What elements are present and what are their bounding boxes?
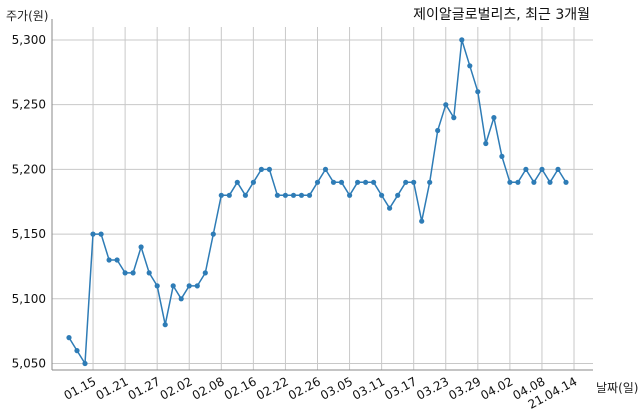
y-tick-label: 5,200 [12,162,46,176]
x-tick-label: 03.17 [382,374,419,402]
data-point [298,192,305,198]
data-point [250,179,256,185]
data-point [266,166,272,172]
data-point [355,179,361,185]
data-point [483,140,489,147]
data-point [178,296,184,302]
data-point [403,179,409,185]
axes [51,19,593,371]
data-point [515,179,521,185]
data-point [82,360,88,367]
data-point [395,192,401,198]
data-point [338,179,345,185]
data-point [186,283,192,289]
data-point [499,153,505,159]
data-point [387,205,393,211]
data-point [162,322,168,328]
data-point [122,270,128,276]
data-point [555,166,561,172]
data-point [451,115,457,121]
x-tick-label: 02.22 [254,374,291,402]
x-tick-label: 01.21 [94,374,131,402]
data-point [74,348,80,354]
data-point [475,89,481,95]
data-point [507,179,513,185]
data-point [322,166,329,172]
x-tick-label: 02.02 [158,374,195,402]
data-point [90,231,96,237]
data-point [419,218,425,224]
data-point [467,63,473,69]
data-point [563,179,569,185]
data-point [314,179,321,185]
data-point [290,192,297,198]
x-tick-label: 01.15 [62,374,99,402]
data-point [459,37,465,43]
x-axis-ticks: 01.1501.2101.2702.0202.0802.1602.2202.26… [62,374,580,411]
y-tick-label: 5,300 [12,33,46,47]
data-point [539,166,545,172]
x-tick-label: 03.11 [350,374,387,402]
x-tick-label: 04.02 [478,374,515,402]
data-point [218,192,224,198]
data-point [347,192,353,198]
data-point [146,270,152,276]
data-point [106,257,112,263]
x-tick-label: 03.29 [446,374,483,402]
data-point [330,179,337,185]
data-point [242,192,248,198]
x-tick-label: 03.23 [414,374,451,402]
data-point [547,179,553,185]
data-point [363,179,369,185]
y-tick-label: 5,050 [12,357,46,371]
data-point [114,257,120,263]
data-point [274,192,280,198]
data-point [443,102,449,108]
data-point [130,270,136,276]
data-point [306,192,313,198]
data-point [491,115,497,121]
data-point [226,192,232,198]
data-point [138,244,144,250]
data-point [258,166,264,172]
x-axis-title: 날짜(일) [596,381,638,395]
data-point [66,335,72,341]
data-point [282,192,288,198]
data-point [98,231,104,237]
data-point [154,283,160,289]
data-point [210,231,216,237]
x-tick-label: 03.05 [318,374,355,402]
grid [52,27,593,370]
data-point [531,179,537,185]
data-point [371,179,377,185]
y-tick-label: 5,250 [12,98,46,112]
x-tick-label: 02.08 [190,374,227,402]
x-tick-label: 01.27 [126,374,163,402]
data-point [202,270,208,276]
data-point [379,192,385,198]
x-tick-label: 02.26 [286,374,323,402]
y-tick-label: 5,150 [12,227,46,241]
data-point [234,179,240,185]
y-axis-ticks: 5,050 5,100 5,150 5,200 5,250 5,300 [12,33,46,371]
x-tick-label: 02.16 [222,374,259,402]
data-point [411,179,417,185]
data-point [435,127,441,134]
series [66,37,569,367]
data-point [427,179,433,185]
data-point [194,283,200,289]
chart-title: 제이알글로벌리츠, 최근 3개월 [413,7,590,23]
y-axis-title: 주가(원) [6,9,48,23]
data-point [523,166,529,172]
data-point [170,283,176,289]
y-tick-label: 5,100 [12,292,46,306]
